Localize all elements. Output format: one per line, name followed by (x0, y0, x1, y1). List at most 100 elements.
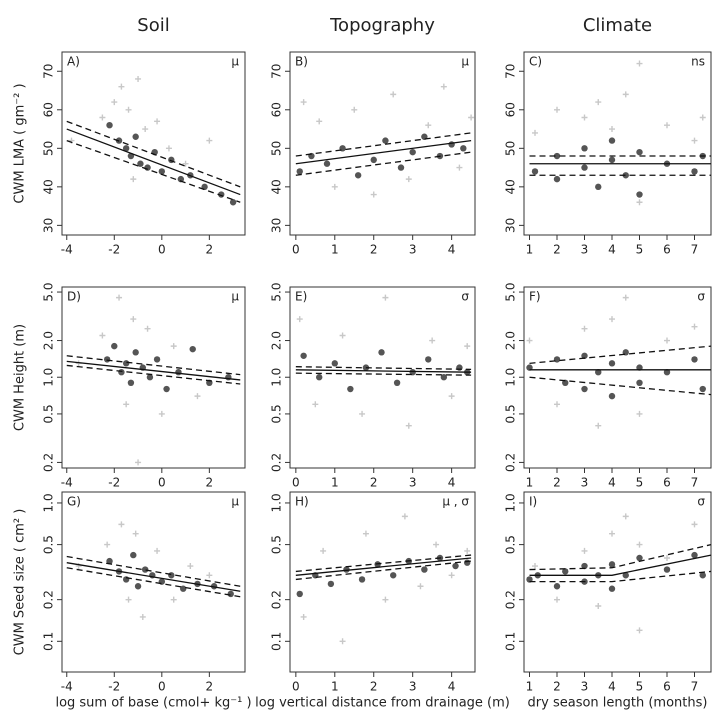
point (440, 83, 447, 90)
point (622, 91, 629, 98)
point (531, 168, 539, 175)
plot-frame (289, 51, 476, 236)
x-tick-label: -4 (61, 476, 73, 490)
point (132, 349, 139, 356)
y-tick-label: 60 (270, 102, 284, 117)
point (699, 114, 706, 121)
x-tick-label: 1 (331, 680, 339, 694)
point (296, 590, 303, 598)
x-tick-label: 1 (526, 680, 534, 694)
point (300, 352, 307, 359)
y-tick-label: 0.5 (42, 535, 56, 554)
y-tick-label: 5.0 (42, 282, 56, 301)
significance: μ (231, 55, 239, 69)
point (116, 294, 123, 301)
y-tick-label: 70 (42, 64, 56, 79)
fit-line (66, 562, 241, 592)
x-tick-label: 3 (581, 243, 589, 257)
significance: μ (231, 495, 239, 509)
y-tick-label: 0.2 (504, 590, 518, 609)
point (636, 148, 643, 156)
point (390, 572, 397, 579)
point (581, 385, 588, 393)
point (554, 596, 560, 603)
point (182, 160, 189, 167)
point (581, 562, 588, 570)
y-tick-label: 40 (270, 179, 284, 194)
x-tick-label: 0 (292, 476, 300, 490)
x-tick-label: 0 (158, 476, 166, 490)
fit-line (529, 376, 712, 396)
y-tick-label: 0.1 (504, 632, 518, 651)
fit-line (295, 554, 472, 573)
point (296, 168, 303, 175)
point (229, 199, 237, 206)
y-tick-label: 0.5 (270, 535, 284, 554)
point (382, 596, 389, 603)
point (554, 106, 560, 113)
y-tick-label: 1.0 (42, 493, 56, 512)
fit-line (295, 560, 472, 581)
y-tick-label: 0.5 (504, 535, 518, 554)
point (118, 83, 125, 90)
point (608, 137, 616, 144)
point (130, 316, 137, 323)
point (691, 521, 698, 528)
point (132, 133, 139, 140)
point (393, 379, 401, 387)
x-axis-label: log sum of base (cmol+ kg⁻¹ ) (55, 696, 251, 711)
y-axis-label: CWM LMA ( gm⁻² ) (13, 83, 28, 203)
column-title: Topography (329, 15, 435, 36)
point (168, 572, 175, 579)
point (194, 393, 201, 400)
point (125, 596, 132, 603)
point (622, 172, 629, 179)
y-tick-label: 5.0 (504, 282, 518, 301)
point (343, 566, 350, 573)
fit-line (529, 554, 712, 576)
y-tick-label: 0.2 (42, 590, 56, 609)
y-tick-label: 40 (42, 179, 56, 194)
point (664, 122, 670, 129)
point (397, 164, 405, 171)
point (595, 422, 602, 429)
x-tick-label: 6 (663, 680, 671, 694)
x-tick-label: 2 (370, 476, 378, 490)
column-title: Climate (583, 15, 652, 36)
point (664, 555, 670, 562)
point (581, 547, 588, 554)
point (636, 410, 643, 417)
point (122, 360, 130, 367)
x-tick-label: 4 (448, 243, 456, 257)
point (170, 343, 177, 350)
point (142, 126, 149, 133)
point (448, 572, 455, 579)
point (581, 352, 588, 359)
y-tick-label: 0.2 (504, 453, 518, 472)
x-tick-label: 2 (206, 243, 214, 257)
point (636, 191, 643, 198)
y-tick-label: 60 (504, 102, 518, 117)
x-tick-label: 4 (608, 476, 616, 490)
y-tick-label: 0.5 (504, 404, 518, 423)
point (189, 345, 196, 353)
fit-line (295, 369, 472, 373)
point (206, 137, 213, 144)
y-tick-label: 30 (504, 218, 518, 233)
fit-line (66, 120, 241, 188)
point (187, 563, 194, 570)
point (595, 183, 602, 191)
point (699, 385, 706, 393)
point (158, 410, 165, 417)
x-tick-label: 4 (448, 476, 456, 490)
y-tick-label: 0.2 (270, 590, 284, 609)
point (409, 148, 416, 156)
point (636, 364, 643, 371)
point (358, 576, 366, 583)
point (401, 513, 408, 520)
point (316, 374, 323, 381)
point (153, 356, 161, 363)
point (331, 360, 338, 367)
point (323, 160, 331, 167)
